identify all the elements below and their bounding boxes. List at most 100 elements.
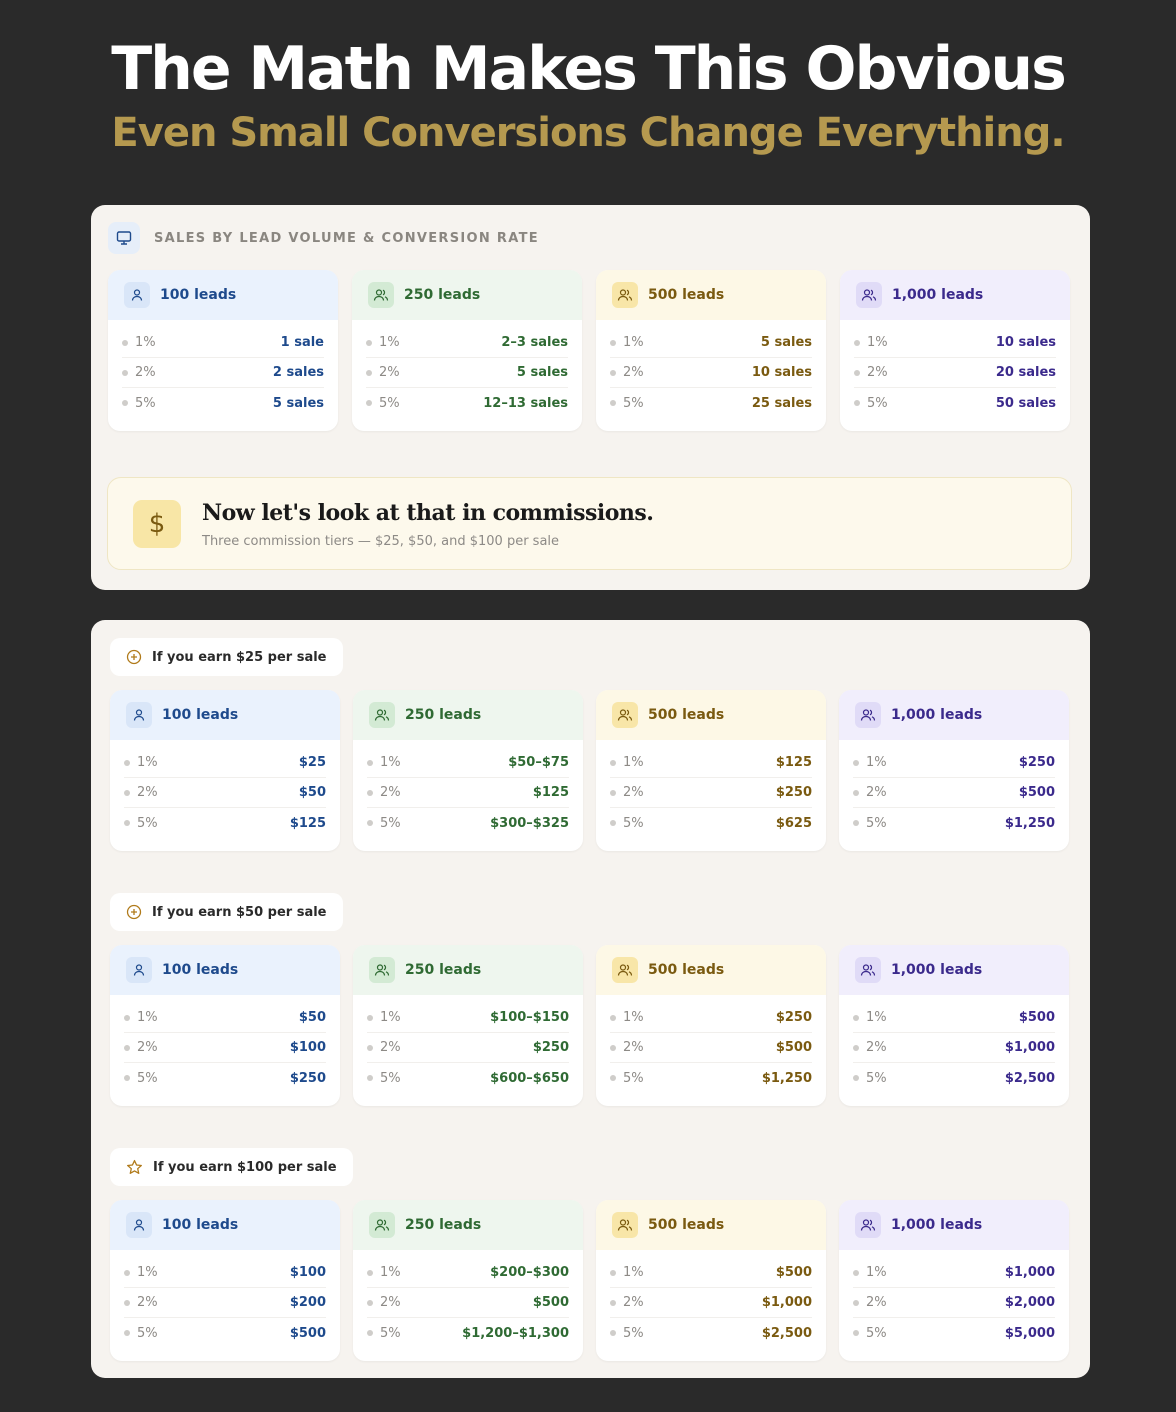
rate-row: 5% $1,200–$1,300 bbox=[367, 1318, 569, 1348]
lead-card: 500 leads 1% $250 2% $500 5% $1,250 bbox=[596, 945, 826, 1106]
result-value: 25 sales bbox=[751, 395, 812, 411]
sales-panel-header: SALES BY LEAD VOLUME & CONVERSION RATE bbox=[108, 222, 539, 254]
bullet-dot bbox=[610, 400, 616, 406]
lead-card-header: 500 leads bbox=[596, 270, 826, 320]
conversion-rate: 1% bbox=[135, 335, 156, 350]
result-value: $2,500 bbox=[1004, 1070, 1055, 1086]
bullet-dot bbox=[610, 1269, 616, 1276]
result-value: $1,250 bbox=[1004, 815, 1055, 831]
rate-row: 2% 5 sales bbox=[366, 358, 568, 388]
bullet-dot bbox=[124, 1299, 130, 1306]
conversion-rate: 1% bbox=[380, 1265, 401, 1280]
bullet-dot bbox=[610, 820, 616, 826]
users-icon bbox=[369, 1212, 395, 1238]
rate-row: 1% $200–$300 bbox=[367, 1258, 569, 1288]
rate-row: 2% $1,000 bbox=[853, 1033, 1055, 1063]
conversion-rate: 1% bbox=[866, 755, 887, 770]
rate-row: 2% $250 bbox=[367, 1033, 569, 1063]
conversion-rate: 5% bbox=[623, 1325, 644, 1341]
conversion-rate: 5% bbox=[380, 1070, 401, 1086]
result-value: $500 bbox=[1018, 1010, 1055, 1025]
conversion-rate: 2% bbox=[137, 785, 158, 800]
bullet-dot bbox=[853, 1330, 859, 1336]
result-value: 10 sales bbox=[995, 335, 1056, 350]
person-icon bbox=[126, 957, 152, 983]
lead-card-header: 500 leads bbox=[596, 1200, 826, 1250]
rate-row: 2% $500 bbox=[610, 1033, 812, 1063]
result-value: $125 bbox=[289, 815, 326, 831]
conversion-rate: 1% bbox=[137, 1010, 158, 1025]
conversion-rate: 1% bbox=[866, 1265, 887, 1280]
lead-card-header: 1,000 leads bbox=[839, 690, 1069, 740]
lead-card: 1,000 leads 1% $1,000 2% $2,000 5% $5,000 bbox=[839, 1200, 1069, 1361]
users-icon bbox=[855, 957, 881, 983]
conversion-rate: 5% bbox=[380, 1325, 401, 1341]
result-value: $1,200–$1,300 bbox=[462, 1325, 569, 1341]
lead-card: 100 leads 1% $50 2% $100 5% $250 bbox=[110, 945, 340, 1106]
result-value: $50 bbox=[298, 1010, 326, 1025]
rate-row: 5% $250 bbox=[124, 1063, 326, 1093]
conversion-rate: 5% bbox=[137, 1070, 158, 1086]
bullet-dot bbox=[122, 369, 128, 376]
rate-row: 1% 10 sales bbox=[854, 328, 1056, 358]
banner-title: Now let's look at that in commissions. bbox=[202, 500, 654, 526]
conversion-rate: 5% bbox=[137, 1325, 158, 1341]
tier-label: If you earn $50 per sale bbox=[152, 904, 327, 920]
rate-row: 5% $1,250 bbox=[610, 1063, 812, 1093]
bullet-dot bbox=[367, 1075, 373, 1081]
rate-row: 1% $1,000 bbox=[853, 1258, 1055, 1288]
result-value: $1,000 bbox=[1004, 1265, 1055, 1280]
person-icon bbox=[124, 282, 150, 308]
bullet-dot bbox=[124, 1075, 130, 1081]
lead-card: 1,000 leads 1% 10 sales 2% 20 sales 5% 50 sale… bbox=[840, 270, 1070, 431]
bullet-dot bbox=[367, 1044, 373, 1051]
tier-label: If you earn $25 per sale bbox=[152, 649, 327, 665]
bullet-dot bbox=[366, 400, 372, 406]
conversion-rate: 1% bbox=[623, 335, 644, 350]
result-value: $100–$150 bbox=[490, 1010, 569, 1025]
bullet-dot bbox=[367, 1014, 373, 1021]
rate-row: 2% $125 bbox=[367, 778, 569, 808]
commission-tier-label: If you earn $100 per sale bbox=[110, 1148, 353, 1186]
rate-row: 1% $25 bbox=[124, 748, 326, 778]
result-value: $300–$325 bbox=[490, 815, 569, 831]
lead-count: 250 leads bbox=[405, 962, 482, 978]
lead-card-header: 250 leads bbox=[353, 1200, 583, 1250]
lead-count: 500 leads bbox=[648, 1217, 725, 1233]
rate-row: 2% $500 bbox=[853, 778, 1055, 808]
conversion-rate: 1% bbox=[866, 1010, 887, 1025]
result-value: 12–13 sales bbox=[483, 395, 568, 411]
result-value: $500 bbox=[775, 1040, 812, 1055]
bullet-dot bbox=[124, 1014, 130, 1021]
conversion-rate: 2% bbox=[623, 785, 644, 800]
rate-row: 2% 2 sales bbox=[122, 358, 324, 388]
lead-card: 100 leads 1% 1 sale 2% 2 sales 5% 5 sales bbox=[108, 270, 338, 431]
conversion-rate: 1% bbox=[867, 335, 888, 350]
plus-circle-icon bbox=[126, 649, 142, 665]
result-value: 10 sales bbox=[751, 365, 812, 380]
conversion-rate: 2% bbox=[623, 1295, 644, 1310]
rate-row: 1% $500 bbox=[610, 1258, 812, 1288]
lead-count: 100 leads bbox=[160, 287, 237, 303]
result-value: 20 sales bbox=[995, 365, 1056, 380]
lead-count: 1,000 leads bbox=[892, 287, 984, 303]
lead-card-header: 250 leads bbox=[352, 270, 582, 320]
result-value: 5 sales bbox=[760, 335, 812, 350]
rate-row: 5% 25 sales bbox=[610, 388, 812, 418]
result-value: $200–$300 bbox=[490, 1265, 569, 1280]
star-icon bbox=[126, 1159, 143, 1176]
lead-count: 500 leads bbox=[648, 287, 725, 303]
rate-row: 5% $2,500 bbox=[610, 1318, 812, 1348]
rate-row: 5% $600–$650 bbox=[367, 1063, 569, 1093]
bullet-dot bbox=[610, 339, 616, 346]
bullet-dot bbox=[853, 759, 859, 766]
result-value: $250 bbox=[532, 1040, 569, 1055]
sales-panel-title: SALES BY LEAD VOLUME & CONVERSION RATE bbox=[154, 230, 539, 246]
bullet-dot bbox=[122, 400, 128, 406]
rate-row: 5% $300–$325 bbox=[367, 808, 569, 838]
commission-cards: 100 leads 1% $25 2% $50 5% $125 250 leads 1% $50… bbox=[110, 690, 1069, 851]
result-value: $500 bbox=[532, 1295, 569, 1310]
rate-row: 5% 5 sales bbox=[122, 388, 324, 418]
result-value: $25 bbox=[298, 755, 326, 770]
lead-count: 1,000 leads bbox=[891, 962, 983, 978]
